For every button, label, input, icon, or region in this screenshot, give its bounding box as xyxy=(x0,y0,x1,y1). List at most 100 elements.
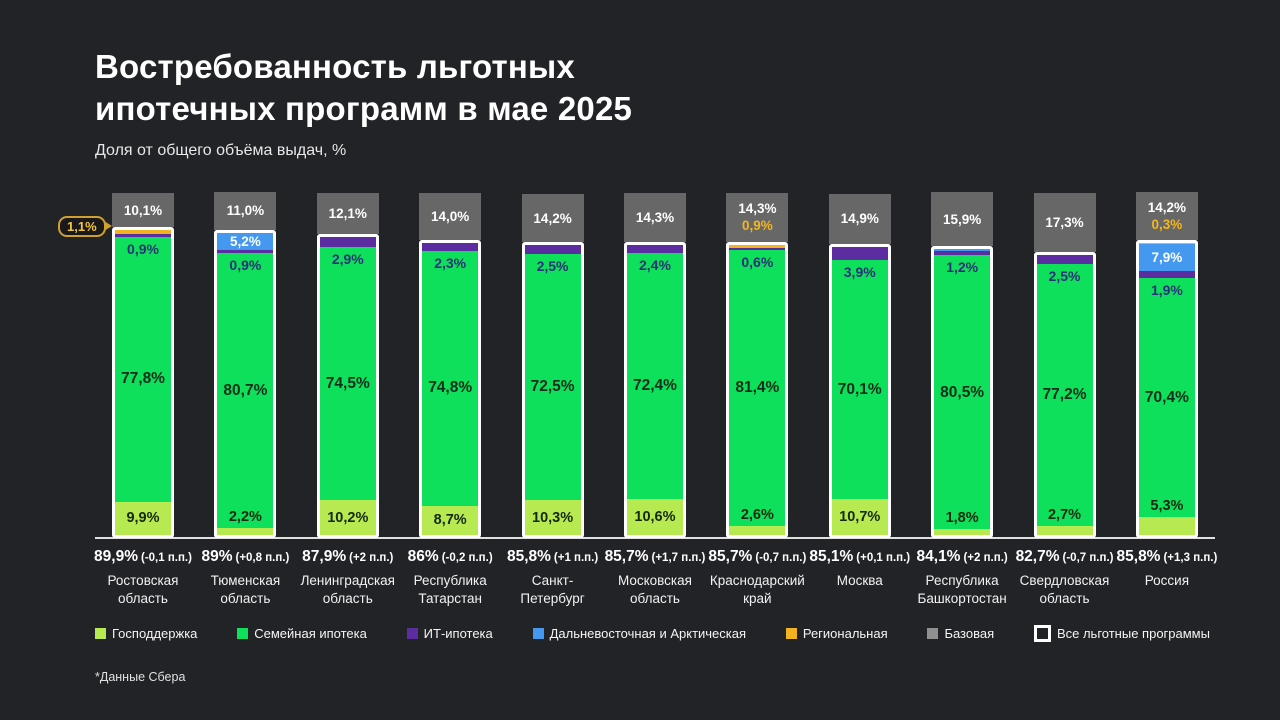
segment-base: 14,3% xyxy=(623,193,686,242)
segment-family: 1,9% 70,4% 5,3% xyxy=(1138,277,1195,518)
chart-subtitle: Доля от общего объёма выдач, % xyxy=(95,142,347,160)
segment-regional xyxy=(1138,243,1195,245)
preferential-programs-frame: 7,9% 1,9% 70,4% 5,3% xyxy=(1135,240,1198,539)
legend-item-regional: Региональная xyxy=(785,625,888,641)
region-total-percent: 86% xyxy=(407,548,439,566)
region-name-line: Свердловская xyxy=(1019,573,1110,589)
segment-it xyxy=(626,244,683,253)
region-total-percent: 82,7% xyxy=(1015,548,1060,566)
gov-segment-label: 5,3% xyxy=(1150,498,1184,515)
slide-title-line-1: Востребованность льготных xyxy=(95,48,575,85)
chart-legend: Господдержка Семейная ипотека ИТ-ипотека Да… xyxy=(95,624,1210,642)
region-total-change: (+2 п.п.) xyxy=(963,552,1008,565)
slide-header: Востребованность льготных ипотечных прог… xyxy=(0,0,1280,160)
region-total: 89% (+0,8 п.п.) xyxy=(201,548,289,566)
region-total: 82,7% (-0,7 п.п.) xyxy=(1016,548,1114,566)
segment-gov: 10,2% xyxy=(319,500,376,536)
preferential-programs-frame: 5,2% 0,9% 80,7% 2,2% xyxy=(214,229,277,539)
legend-label: ИТ-ипотека xyxy=(423,625,493,641)
preferential-programs-frame: 1,2% 80,5% 1,8% xyxy=(931,246,994,539)
region-total-change: (+1,7 п.п.) xyxy=(651,552,706,565)
base-segment-label: 14,2% xyxy=(1147,200,1187,216)
preferential-programs-frame: 0,6% 81,4% 2,6% xyxy=(726,241,789,539)
segment-family: 2,9% 74,5% xyxy=(319,247,376,501)
segment-base: 17,3% xyxy=(1033,193,1096,253)
regional-segment-label: 0,3% xyxy=(1151,217,1183,233)
region-name-line: край xyxy=(743,591,772,607)
legend-label: Региональная xyxy=(802,625,888,641)
region-name: Тюменская область xyxy=(211,572,281,608)
base-segment-label: 12,1% xyxy=(328,206,367,222)
segment-family: 2,5% 72,5% xyxy=(524,253,581,501)
bar-area: 12,1% 2,9% 74,5% 10,2% xyxy=(300,193,396,539)
x-axis-line xyxy=(95,537,1215,540)
region-column: 15,9% 1,2% 80,5% 1,8% 84,1% (+2 п.п.) Республи… xyxy=(914,192,1010,608)
family-segment-label: 70,1% xyxy=(837,380,882,398)
gov-segment-label: 2,6% xyxy=(740,507,774,524)
it-segment-label: 1,9% xyxy=(1150,281,1183,298)
it-segment-label: 2,3% xyxy=(434,255,467,272)
bar-area: 14,2% 0,3% 7,9% 1,9% 70,4% 5,3% xyxy=(1119,192,1215,539)
region-total-percent: 85,8% xyxy=(506,548,551,566)
segment-it xyxy=(1036,255,1093,264)
region-total-change: (+1 п.п.) xyxy=(553,552,599,565)
segment-base: 14,0% xyxy=(419,192,482,241)
family-segment-label: 74,5% xyxy=(325,374,370,392)
it-segment-label: 0,6% xyxy=(741,253,774,270)
region-name: Ростовская область xyxy=(107,572,178,608)
family-segment-label: 80,5% xyxy=(940,383,985,401)
region-total: 89,9% (-0,1 п.п.) xyxy=(94,548,192,566)
it-segment-label: 2,5% xyxy=(536,257,569,274)
base-segment-label: 14,0% xyxy=(431,209,470,225)
region-total: 84,1% (+2 п.п.) xyxy=(917,548,1008,566)
base-segment-label: 17,3% xyxy=(1045,215,1084,231)
region-name: Россия xyxy=(1145,572,1189,590)
preferential-programs-frame: 2,9% 74,5% 10,2% xyxy=(316,234,379,539)
legend-label: Господдержка xyxy=(112,625,198,641)
bar-stack: 14,9% 3,9% 70,1% 10,7% xyxy=(828,193,891,539)
bar-stack: 14,0% 2,3% 74,8% 8,7% xyxy=(419,192,482,539)
segment-gov: 10,7% xyxy=(831,498,888,536)
legend-label: Все льготные программы xyxy=(1056,625,1210,641)
bar-stack: 10,1% 0,9% 77,8% 9,9% 1,1% xyxy=(58,192,174,539)
base-segment-label: 14,3% xyxy=(738,201,777,217)
segment-gov: 10,6% xyxy=(626,499,683,536)
family-segment-label: 70,4% xyxy=(1144,388,1189,406)
segment-gov xyxy=(934,529,991,536)
base-segment-label: 15,9% xyxy=(942,211,982,227)
legend-item-gov: Господдержка xyxy=(95,626,197,641)
region-name-line: Ростовская xyxy=(107,573,179,589)
segment-base: 14,9% xyxy=(828,193,891,245)
bar-stack: 15,9% 1,2% 80,5% 1,8% xyxy=(931,192,994,539)
bar-area: 14,9% 3,9% 70,1% 10,7% xyxy=(812,193,908,539)
it-segment-label: 0,9% xyxy=(229,257,262,274)
region-name: Ленинградская область xyxy=(301,572,395,608)
it-segment-label: 0,9% xyxy=(127,240,159,257)
preferential-programs-frame: 2,4% 72,4% 10,6% xyxy=(623,241,686,539)
family-segment-label: 74,8% xyxy=(428,379,473,397)
segment-gov: 8,7% xyxy=(422,505,479,536)
regional-callout: 1,1% xyxy=(58,216,112,238)
family-segment-label: 72,5% xyxy=(530,377,575,395)
segment-it xyxy=(1138,271,1195,278)
region-name-line: Республика xyxy=(413,573,487,589)
legend-item-it: ИТ-ипотека xyxy=(406,625,493,641)
legend-marker-base_legend xyxy=(927,627,939,639)
region-total-percent: 85,7% xyxy=(604,548,649,566)
bar-area: 14,3% 0,9% 0,6% 81,4% 2,6% xyxy=(709,192,805,539)
bar-stack: 14,2% 2,5% 72,5% 10,3% xyxy=(521,193,584,539)
segment-base: 15,9% xyxy=(931,192,994,247)
legend-label: Дальневосточная и Арктическая xyxy=(549,625,747,641)
legend-marker-far_east xyxy=(532,627,544,639)
segment-it xyxy=(831,247,888,261)
region-total-change: (+2 п.п.) xyxy=(349,552,394,565)
region-column: 14,2% 0,3% 7,9% 1,9% 70,4% 5,3% 85,8% (+1,3 п.п… xyxy=(1117,192,1217,608)
segment-gov xyxy=(217,527,274,536)
base-segment-label: 14,3% xyxy=(635,210,675,225)
region-name-line: Башкортостан xyxy=(917,591,1007,607)
region-name-line: область xyxy=(1039,591,1090,607)
region-column: 14,9% 3,9% 70,1% 10,7% 85,1% (+0,1 п.п.) Москв… xyxy=(809,193,910,608)
segment-base: 14,2% 0,3% xyxy=(1135,192,1198,241)
region-total-change: (-0,7 п.п.) xyxy=(755,552,807,565)
